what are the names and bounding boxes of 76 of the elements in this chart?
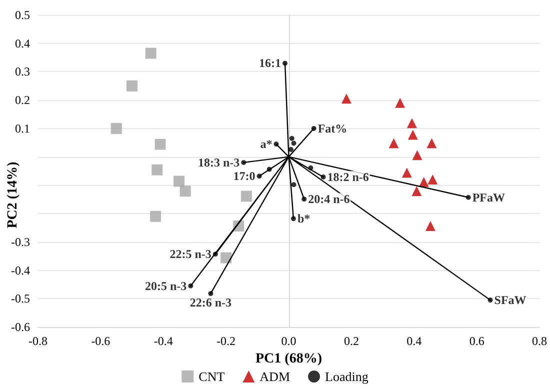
y-axis-title: PC2 (14%) — [6, 161, 20, 228]
y-tick-label: 0.5 — [15, 8, 30, 22]
annotation: 18:2 n-6 — [327, 170, 369, 184]
annotation: 20:5 n-3 — [144, 278, 187, 293]
point — [426, 138, 437, 148]
annotation: 22:6 n-3 — [190, 296, 232, 310]
annotation: 17:0 — [233, 169, 256, 184]
point — [412, 186, 422, 196]
annotation: b* — [297, 212, 310, 226]
point — [266, 166, 272, 172]
y-tick-label: 0.1 — [15, 121, 30, 136]
point — [212, 252, 218, 257]
point — [241, 160, 246, 165]
annotation: PFaW — [472, 190, 506, 204]
point — [308, 165, 314, 170]
point — [311, 126, 316, 131]
point — [274, 142, 279, 147]
point — [425, 221, 436, 232]
x-tick-label: -0.4 — [154, 334, 173, 348]
point — [188, 283, 194, 288]
point — [291, 140, 296, 146]
x-tick-label: -0.6 — [91, 334, 110, 348]
point — [110, 122, 122, 134]
annotation: 22:5 n-3 — [170, 247, 212, 262]
point — [412, 150, 422, 160]
x-tick-label: 0.4 — [406, 334, 422, 348]
point — [428, 174, 438, 185]
x-tick-label: 0.6 — [469, 334, 484, 348]
point — [466, 194, 471, 200]
annotation: 18:3 n-3 — [198, 155, 240, 170]
point — [256, 174, 262, 179]
point — [174, 176, 185, 187]
annotation: 16:1 — [258, 56, 281, 70]
x-tick-label: 0.0 — [281, 334, 296, 348]
point — [152, 164, 163, 176]
point — [302, 196, 307, 202]
point — [154, 138, 166, 150]
y-tick-label: 0.4 — [15, 36, 30, 50]
point — [320, 174, 326, 180]
point — [291, 182, 296, 188]
legend-label: Loading — [325, 369, 369, 384]
y-tick-label: -0.3 — [11, 234, 30, 249]
point — [406, 118, 417, 128]
point — [341, 94, 352, 104]
x-tick-label: -0.2 — [216, 334, 236, 348]
point — [290, 216, 296, 222]
point — [388, 138, 399, 148]
point — [408, 130, 418, 140]
point — [150, 210, 162, 222]
annotation: 20:4 n-6 — [308, 192, 350, 206]
x-axis-title: PC1 (68%) — [256, 351, 322, 366]
point — [395, 98, 406, 108]
y-tick-label: 0.2 — [15, 93, 30, 108]
point — [488, 298, 493, 303]
y-tick-label: -0.6 — [11, 320, 30, 334]
point — [240, 190, 252, 202]
y-tick-label: -0.5 — [11, 292, 30, 306]
point — [418, 177, 429, 188]
point — [126, 80, 138, 92]
point — [282, 60, 288, 66]
legend-label: ADM — [260, 369, 290, 384]
x-tick-label: 0.2 — [344, 334, 359, 348]
annotation: Fat% — [318, 121, 348, 136]
x-tick-label: -0.8 — [28, 334, 48, 348]
point — [208, 291, 214, 296]
y-tick-label: -0.4 — [11, 263, 30, 278]
point — [402, 168, 412, 178]
point — [220, 252, 232, 264]
point — [289, 136, 294, 141]
annotation: a* — [260, 137, 272, 152]
annotation: SFaW — [494, 293, 526, 308]
y-tick-label: 0.3 — [15, 64, 30, 79]
x-tick-label: 0.8 — [532, 334, 547, 348]
point — [145, 48, 156, 59]
legend-label: CNT — [198, 369, 225, 384]
point — [180, 186, 191, 197]
